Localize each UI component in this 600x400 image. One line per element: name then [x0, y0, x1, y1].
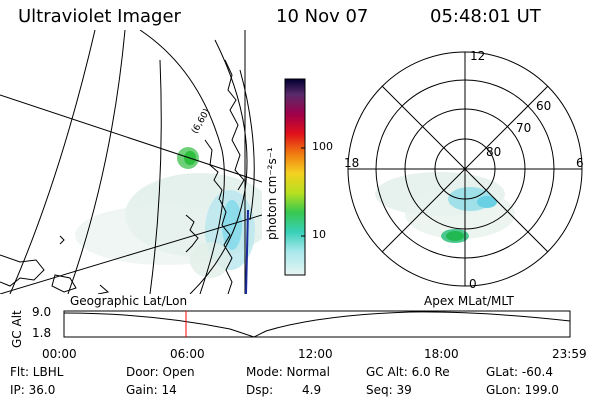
- status-dsp-value: 4.9: [302, 383, 322, 397]
- mlt-label-12: 12: [470, 49, 485, 63]
- geographic-map: (6,60): [0, 30, 262, 294]
- mlt-label-0: 0: [469, 277, 477, 291]
- gc-alt-axis-label: GC Alt: [10, 310, 24, 348]
- status-dsp-label: Dsp:: [246, 383, 274, 397]
- polar-emission: [375, 172, 515, 243]
- status-gc-alt: GC Alt: 6.0 Re: [366, 365, 450, 379]
- lat-label-60: 60: [536, 99, 551, 113]
- colorbar-unit-label: photon cm⁻²s⁻¹: [265, 147, 279, 240]
- lat-lon-grid: [0, 30, 262, 294]
- status-glon: GLon: 199.0: [486, 383, 559, 397]
- altitude-timeline: [63, 310, 571, 338]
- y-tick-1-8: 1.8: [32, 326, 52, 340]
- status-mode: Mode: Normal: [246, 365, 330, 379]
- x-tick-1200: 12:00: [298, 347, 333, 361]
- status-seq: Seq: 39: [366, 383, 412, 397]
- x-tick-2359: 23:59: [552, 347, 587, 361]
- lat-label-70: 70: [516, 121, 531, 135]
- status-door: Door: Open: [126, 365, 195, 379]
- x-tick-0000: 00:00: [42, 347, 77, 361]
- grid-label: (6,60): [190, 107, 212, 135]
- x-tick-0600: 06:00: [170, 347, 205, 361]
- polar-grid: [347, 51, 583, 287]
- polar-plot: 12 18 6 0 60 70 80: [344, 49, 584, 291]
- status-flt: Flt: LBHL: [10, 365, 64, 379]
- date-label: 10 Nov 07: [276, 6, 369, 27]
- apex-label: Apex MLat/MLT: [424, 294, 514, 308]
- coastline-highlight: [245, 209, 249, 294]
- lat-label-80: 80: [486, 145, 501, 159]
- colorbar: [284, 78, 306, 276]
- status-ip: IP: 36.0: [10, 383, 56, 397]
- altitude-curve: [63, 311, 571, 338]
- auroral-emission-map: [75, 147, 262, 278]
- y-tick-9: 9.0: [32, 305, 52, 319]
- colorbar-tick-100: 100: [312, 140, 333, 153]
- instrument-title: Ultraviolet Imager: [18, 6, 181, 27]
- status-gain: Gain: 14: [126, 383, 177, 397]
- geographic-label: Geographic Lat/Lon: [70, 294, 188, 308]
- time-label: 05:48:01 UT: [430, 6, 541, 27]
- status-glat: GLat: -60.4: [486, 365, 553, 379]
- colorbar-tick-10: 10: [312, 228, 326, 241]
- mlt-label-6: 6: [576, 156, 584, 170]
- x-tick-1800: 18:00: [424, 347, 459, 361]
- mlt-label-18: 18: [344, 156, 359, 170]
- coastline: [0, 59, 245, 294]
